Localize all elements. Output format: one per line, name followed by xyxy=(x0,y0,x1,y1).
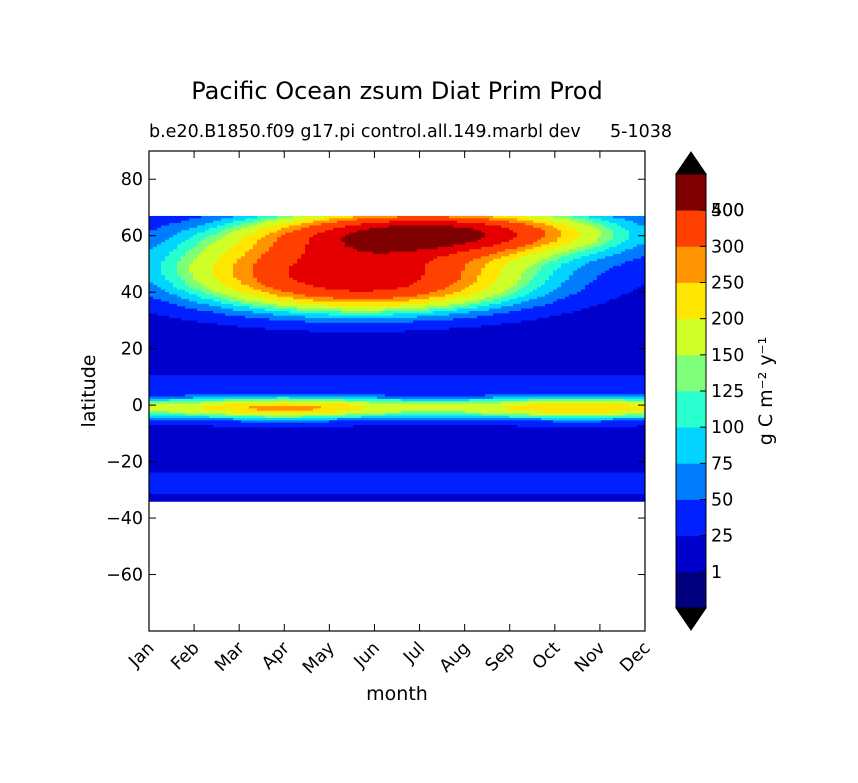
plot-area xyxy=(149,151,646,631)
chart-title: Pacific Ocean zsum Diat Prim Prod xyxy=(191,77,602,105)
chart-subtitle-right: 5-1038 xyxy=(610,122,672,142)
chart-subtitle: b.e20.B1850.f09 g17.pi control.all.149.m… xyxy=(149,122,581,142)
contour-field xyxy=(149,216,646,502)
